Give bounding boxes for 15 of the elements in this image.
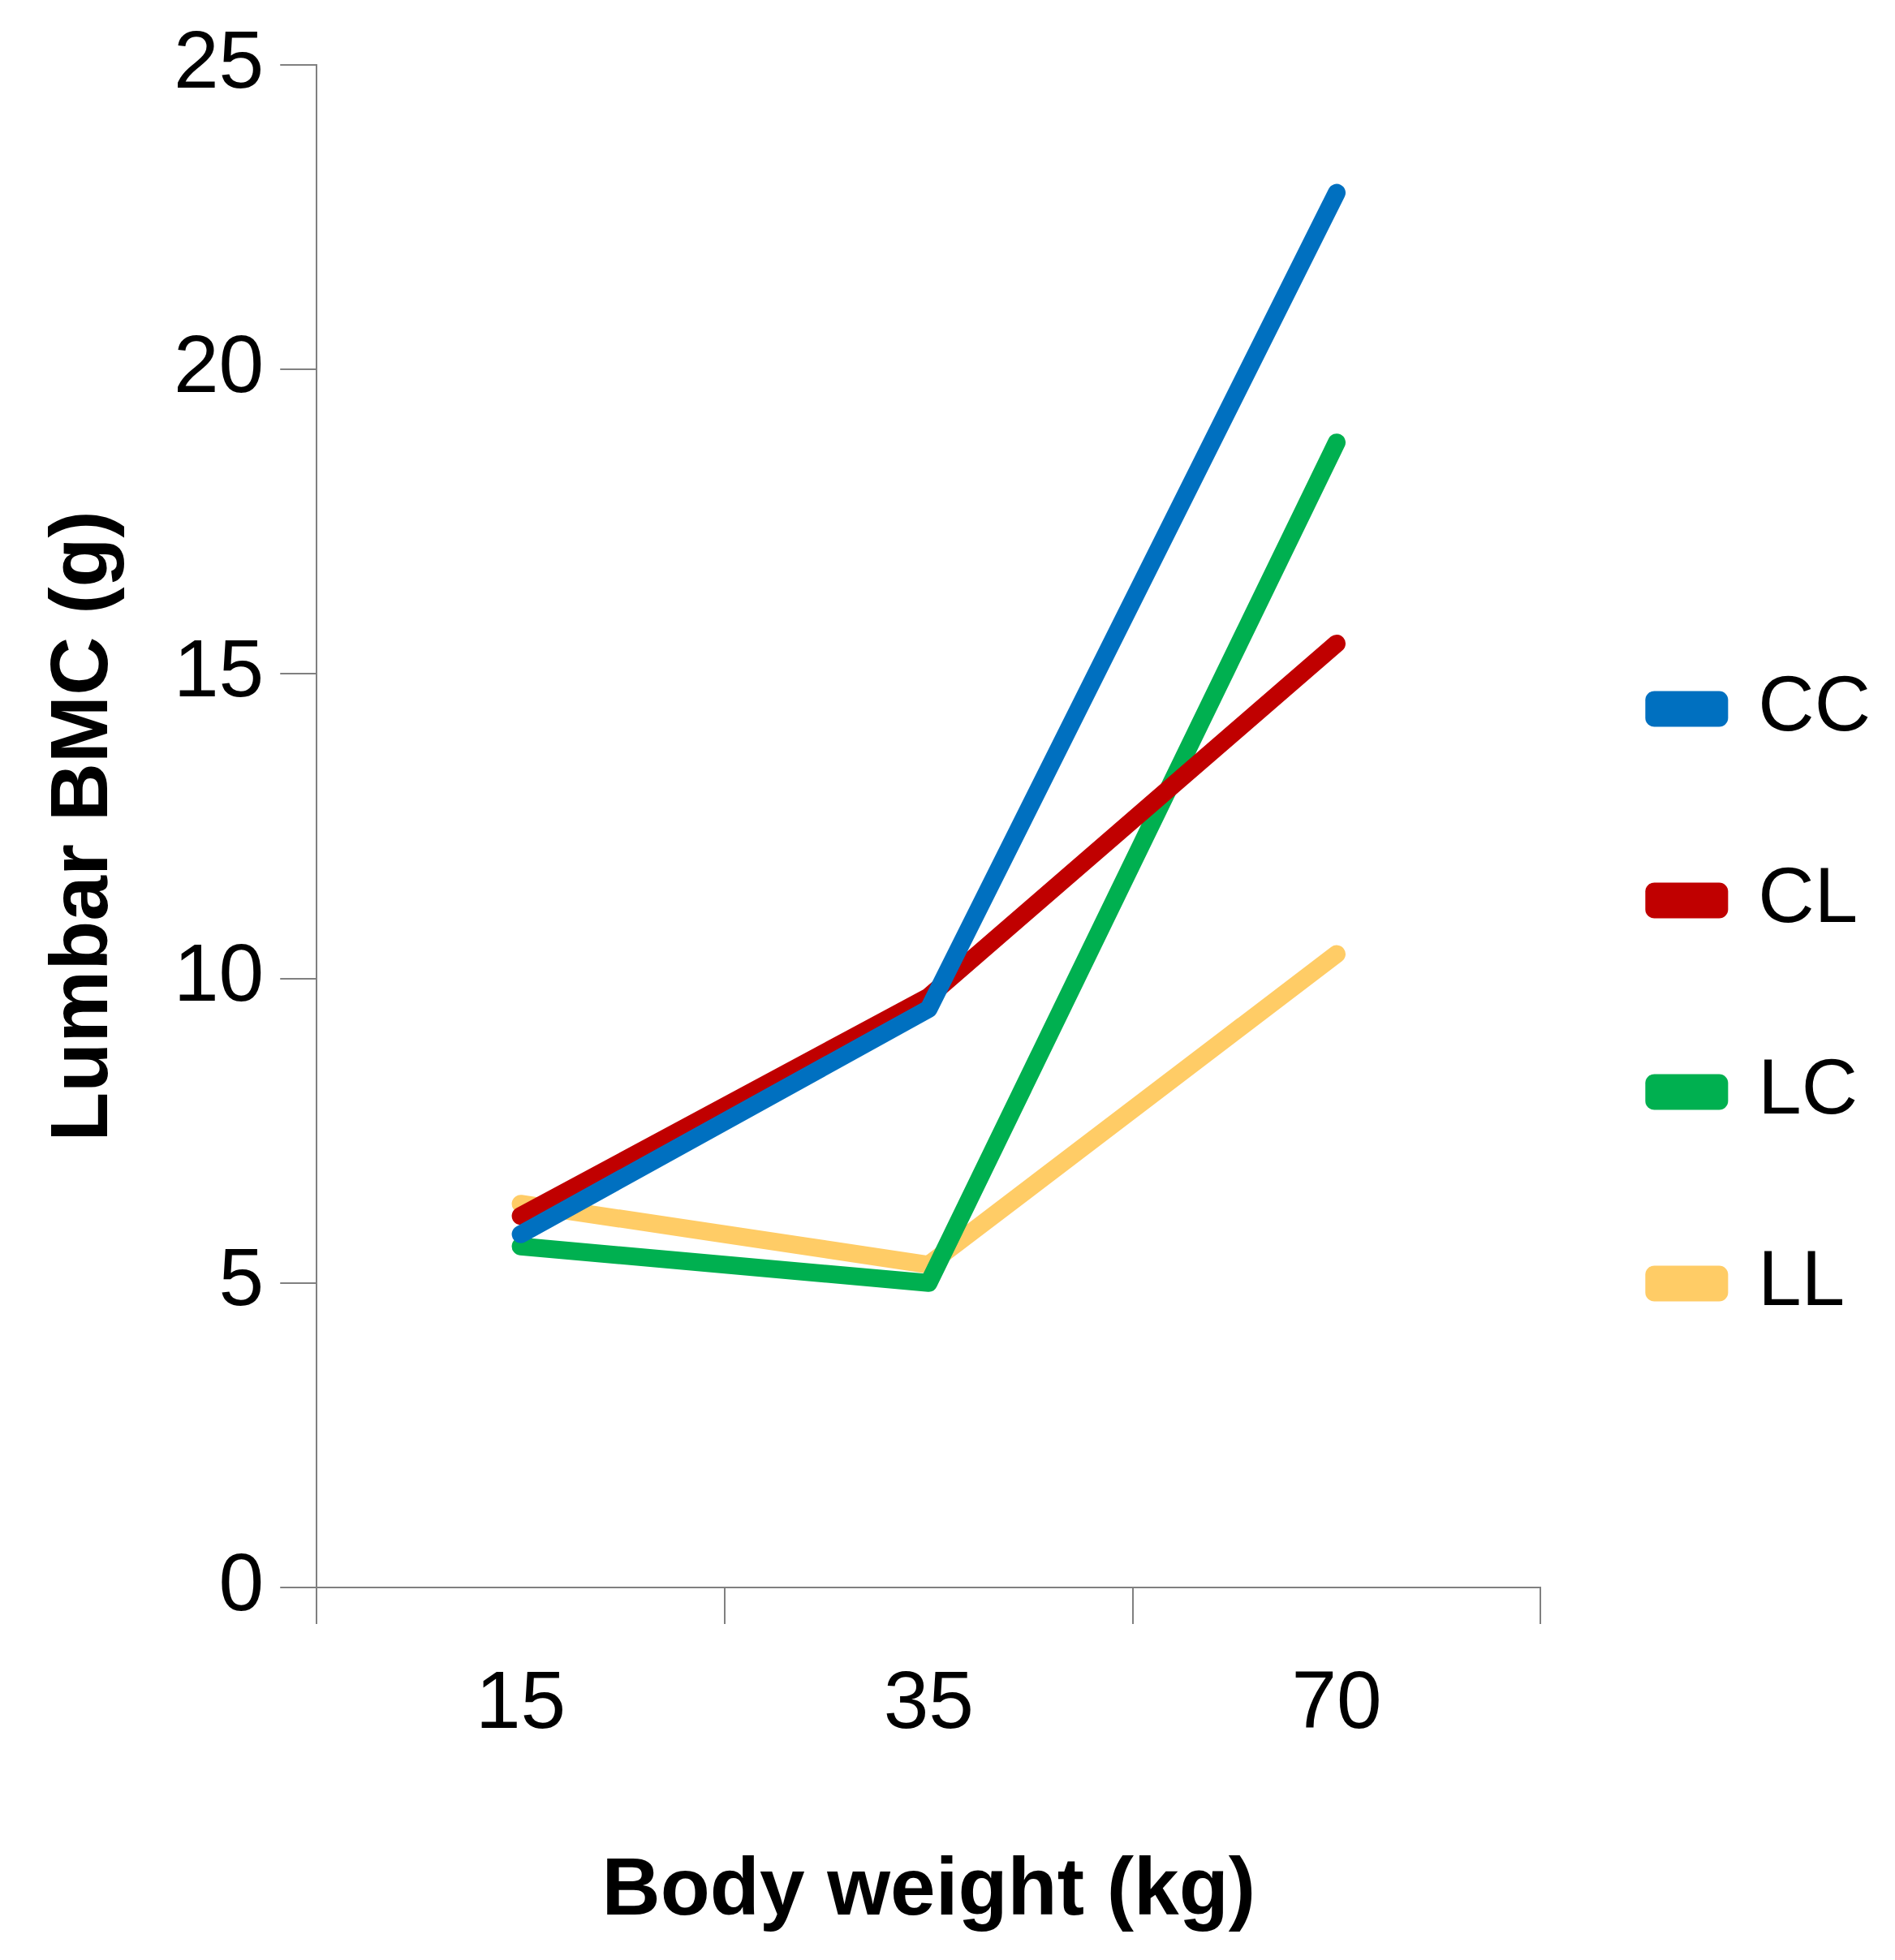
x-axis-title: Body weight (kg) [601,1840,1256,1932]
y-tick-label: 20 [174,317,265,409]
x-tick-label: 70 [1291,1653,1382,1745]
y-tick-label: 10 [174,927,265,1019]
y-tick-label: 5 [218,1231,265,1323]
y-axis-title: Lumbar BMC (g) [32,510,124,1142]
x-tick-label: 15 [475,1653,566,1745]
legend-label: LC [1758,1042,1858,1130]
legend-label: LL [1758,1234,1845,1321]
legend-label: CC [1758,659,1871,747]
y-tick-label: 0 [218,1536,265,1627]
y-tick-label: 15 [174,622,265,713]
y-tick-label: 25 [174,13,265,105]
x-tick-label: 35 [883,1653,974,1745]
legend-label: CL [1758,851,1858,938]
